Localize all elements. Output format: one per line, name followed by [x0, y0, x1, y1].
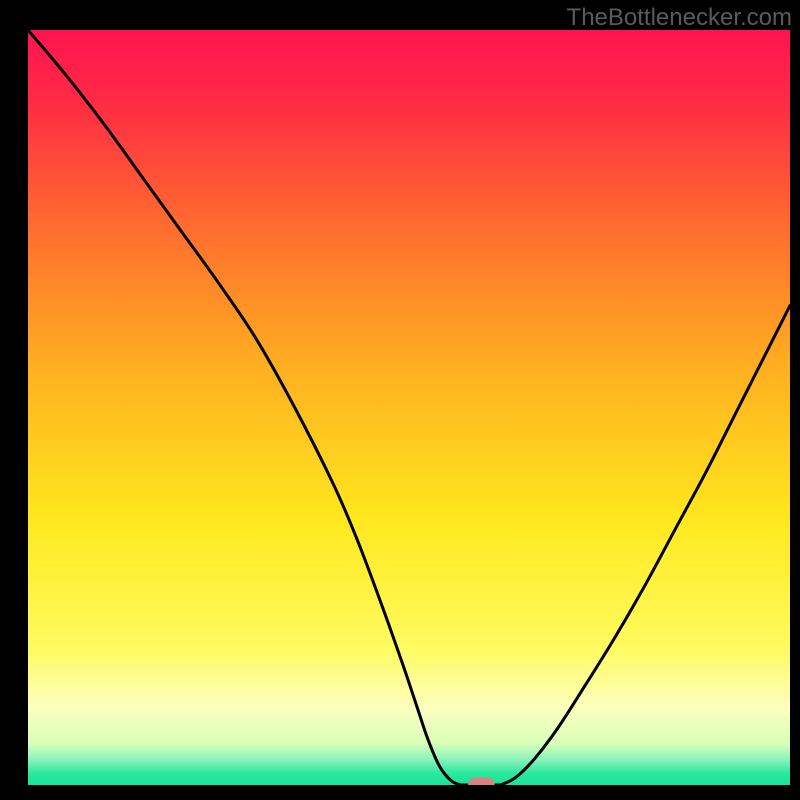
optimal-point-marker — [468, 777, 495, 785]
bottleneck-curve-plot — [28, 30, 790, 785]
chart-frame: TheBottlenecker.com — [0, 0, 800, 800]
watermark-text: TheBottlenecker.com — [567, 4, 792, 32]
gradient-background — [28, 30, 790, 785]
